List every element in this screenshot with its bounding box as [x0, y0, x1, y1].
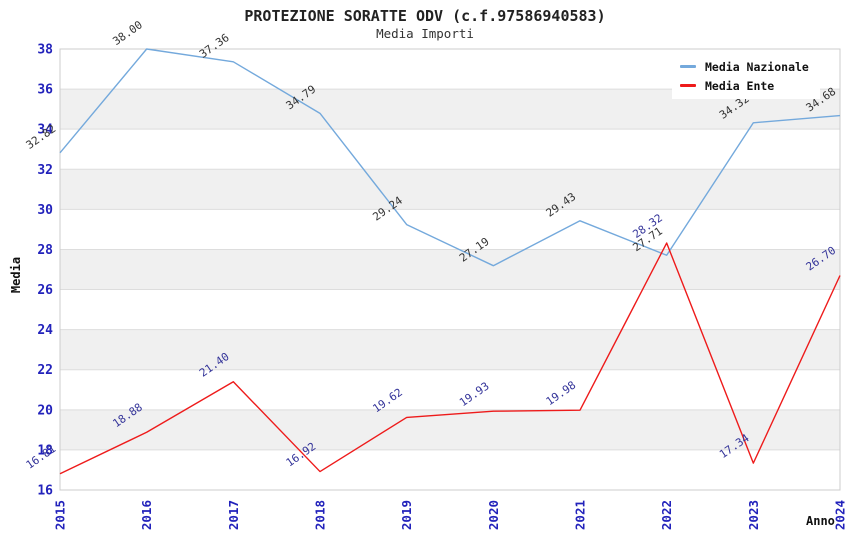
- y-tick-label: 24: [37, 323, 53, 338]
- x-tick-label: 2023: [746, 500, 761, 530]
- y-tick-label: 36: [37, 83, 53, 98]
- plot-band: [60, 409, 840, 450]
- plot-border: [59, 48, 841, 491]
- x-axis-title: Anno: [806, 514, 835, 528]
- y-tick-label: 22: [37, 363, 53, 378]
- plot-band: [60, 209, 840, 250]
- y-axis-title: Media: [9, 256, 23, 294]
- x-tick-label: 2018: [313, 500, 328, 530]
- legend: Media Nazionale Media Ente: [672, 53, 820, 99]
- x-tick-label: 2019: [399, 500, 414, 530]
- y-tick-label: 30: [37, 203, 53, 218]
- y-tick-label: 38: [37, 43, 53, 58]
- plot-band: [60, 169, 840, 210]
- y-tick-label: 34: [37, 123, 53, 138]
- x-tick-label: 2017: [226, 500, 241, 530]
- y-tick-label: 20: [37, 403, 53, 418]
- legend-item-media-ente: Media Ente: [680, 79, 820, 93]
- legend-line-swatch-nazionale-icon: [680, 65, 696, 68]
- series-line-media-ente: [59, 242, 841, 475]
- legend-item-media-nazionale: Media Nazionale: [680, 60, 820, 74]
- legend-label-media-ente: Media Ente: [705, 78, 775, 93]
- y-tick-label: 28: [37, 243, 53, 258]
- plot-band: [60, 249, 840, 290]
- y-tick-label: 16: [37, 484, 53, 499]
- plot-band: [60, 449, 840, 490]
- y-tick-label: 26: [37, 283, 53, 298]
- x-tick-label: 2022: [659, 500, 674, 530]
- x-tick-label: 2021: [573, 500, 588, 530]
- legend-label-media-nazionale: Media Nazionale: [705, 59, 809, 74]
- chart-subtitle: Media Importi: [376, 26, 474, 41]
- x-tick-label: 2020: [486, 500, 501, 530]
- plot-band: [60, 329, 840, 370]
- x-tick-label: 2024: [833, 500, 848, 530]
- plot-band: [60, 289, 840, 330]
- chart-title: PROTEZIONE SORATTE ODV (c.f.97586940583): [244, 7, 606, 25]
- plot-band: [60, 129, 840, 170]
- y-tick-label: 32: [37, 163, 53, 178]
- x-tick-label: 2016: [139, 500, 154, 530]
- x-tick-label: 2015: [53, 500, 68, 530]
- y-tick-label: 18: [37, 443, 53, 458]
- legend-line-swatch-ente-icon: [680, 84, 696, 87]
- series-line-media-nazionale: [59, 48, 841, 267]
- plot-band: [60, 369, 840, 410]
